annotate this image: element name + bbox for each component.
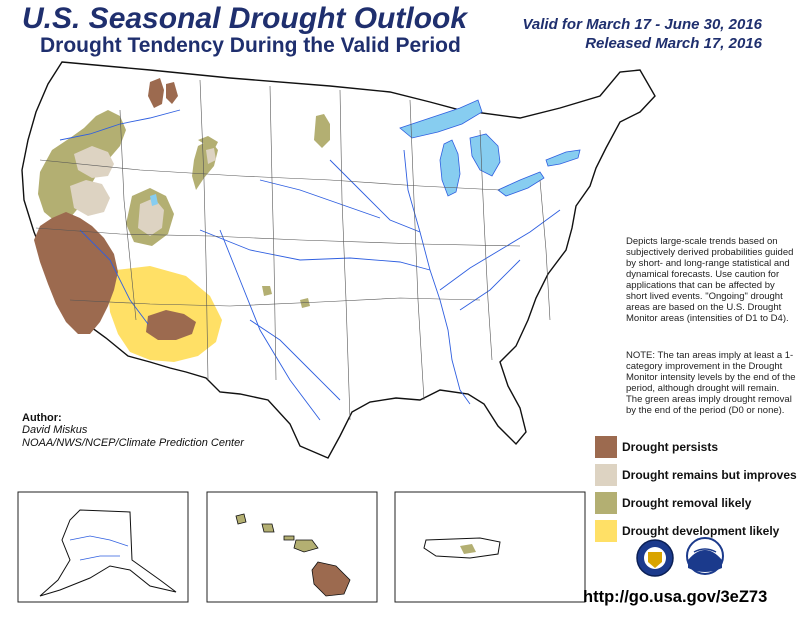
lake-erie: [497, 171, 545, 197]
outlook-url[interactable]: http://go.usa.gov/3eZ73: [583, 588, 768, 606]
alaska-shape: [39, 509, 177, 597]
lake-michigan: [439, 139, 461, 197]
state-lines: [35, 79, 551, 421]
legend-swatch: [595, 519, 617, 542]
legend-item-development: Drought development likely: [595, 519, 800, 542]
improves-nevada: [70, 180, 110, 216]
legend-label: Drought persists: [622, 439, 719, 454]
author-organization: NOAA/NWS/NCEP/Climate Prediction Center: [22, 437, 244, 449]
legend-swatch: [595, 463, 617, 486]
legend-label: Drought remains but improves: [622, 467, 797, 482]
persists-montana-east: [166, 82, 178, 104]
legend-item-improves: Drought remains but improves: [595, 463, 800, 486]
map-subtitle: Drought Tendency During the Valid Period: [40, 34, 461, 57]
legend-label: Drought removal likely: [622, 495, 752, 510]
removal-dakota: [314, 114, 330, 148]
legend: Drought persists Drought remains but imp…: [595, 435, 800, 547]
hawaii-inset: [206, 491, 378, 603]
persists-montana: [148, 78, 164, 108]
great-salt-lake: [150, 194, 158, 206]
persists-arizona: [146, 310, 196, 340]
valid-period: Valid for March 17 - June 30, 2016: [522, 16, 762, 33]
hawaii-big-island: [311, 561, 351, 597]
rivers: [59, 109, 561, 421]
hawaii-kauai: [235, 513, 247, 525]
removal-kansas: [262, 286, 272, 296]
hawaii-oahu: [261, 523, 275, 533]
hawaii-maui: [293, 539, 319, 553]
author-name: David Miskus: [22, 424, 88, 436]
improves-utah: [138, 198, 164, 236]
legend-swatch: [595, 491, 617, 514]
map-note: NOTE: The tan areas imply at least a 1-c…: [626, 350, 796, 416]
removal-texas: [300, 298, 310, 308]
hawaii-molokai: [283, 535, 295, 541]
legend-item-persists: Drought persists: [595, 435, 800, 458]
lake-superior: [399, 99, 483, 139]
improves-wyoming: [206, 148, 216, 164]
legend-item-removal: Drought removal likely: [595, 491, 800, 514]
release-date: Released March 17, 2016: [585, 35, 762, 52]
author-label: Author:: [22, 412, 62, 424]
improves-oregon: [74, 146, 114, 178]
lake-huron: [469, 133, 501, 177]
legend-swatch: [595, 435, 617, 458]
legend-label: Drought development likely: [622, 523, 780, 538]
map-title: U.S. Seasonal Drought Outlook: [22, 2, 468, 35]
noaa-logo-icon: [686, 537, 724, 575]
persists-california: [34, 212, 118, 334]
lake-ontario: [545, 149, 581, 167]
alaska-rivers: [69, 535, 129, 561]
doc-seal-icon: [636, 539, 674, 577]
puerto-rico-removal: [460, 544, 476, 554]
removal-wyoming: [198, 136, 218, 150]
map-description: Depicts large-scale trends based on subj…: [626, 236, 794, 324]
